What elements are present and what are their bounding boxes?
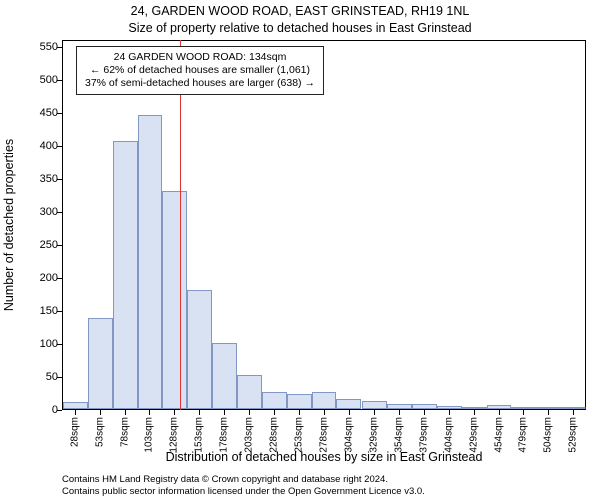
ytick-label: 0 <box>18 404 58 416</box>
xtick-label: 178sqm <box>219 417 230 453</box>
footer: Contains HM Land Registry data © Crown c… <box>62 474 590 498</box>
xtick-mark <box>449 410 451 415</box>
histogram-bar <box>88 318 113 409</box>
xtick-label: 53sqm <box>94 417 105 447</box>
xtick-label: 479sqm <box>518 417 529 453</box>
callout-line: ← 62% of detached houses are smaller (1,… <box>85 64 315 77</box>
xtick-label: 429sqm <box>468 417 479 453</box>
xtick-label: 203sqm <box>243 417 254 453</box>
xtick-mark <box>324 410 326 415</box>
xtick-mark <box>399 410 401 415</box>
xtick-mark <box>274 410 276 415</box>
histogram-bar <box>212 343 237 409</box>
xtick-mark <box>573 410 575 415</box>
histogram-bar <box>387 404 412 409</box>
ytick-label: 300 <box>18 206 58 218</box>
xtick-mark <box>174 410 176 415</box>
histogram-bar <box>561 407 586 409</box>
histogram-bar <box>287 394 312 409</box>
ytick-label: 100 <box>18 338 58 350</box>
xtick-label: 103sqm <box>144 417 155 453</box>
ytick-label: 400 <box>18 140 58 152</box>
ytick-label: 550 <box>18 41 58 53</box>
plot-area <box>62 40 586 410</box>
ytick-label: 350 <box>18 173 58 185</box>
ytick-label: 450 <box>18 107 58 119</box>
xtick-label: 128sqm <box>169 417 180 453</box>
ytick-label: 250 <box>18 239 58 251</box>
xtick-mark <box>149 410 151 415</box>
histogram-bar <box>511 407 536 409</box>
ytick-mark <box>57 410 62 412</box>
xtick-mark <box>424 410 426 415</box>
xtick-mark <box>349 410 351 415</box>
xtick-mark <box>224 410 226 415</box>
reference-line <box>180 40 181 410</box>
histogram-bar <box>536 407 561 409</box>
xtick-label: 28sqm <box>69 417 80 447</box>
ytick-label: 50 <box>18 371 58 383</box>
histogram-bar <box>262 392 287 409</box>
histogram-bar <box>412 404 437 409</box>
xtick-mark <box>474 410 476 415</box>
callout-line: 24 GARDEN WOOD ROAD: 134sqm <box>85 51 315 64</box>
xtick-label: 379sqm <box>418 417 429 453</box>
xtick-label: 529sqm <box>568 417 579 453</box>
xtick-mark <box>249 410 251 415</box>
footer-line: Contains public sector information licen… <box>62 486 590 498</box>
ytick-label: 200 <box>18 272 58 284</box>
histogram-bar <box>187 290 212 409</box>
footer-line: Contains HM Land Registry data © Crown c… <box>62 474 590 486</box>
xtick-label: 454sqm <box>493 417 504 453</box>
xtick-mark <box>299 410 301 415</box>
xtick-label: 504sqm <box>543 417 554 453</box>
xtick-label: 153sqm <box>194 417 205 453</box>
x-axis-label: Distribution of detached houses by size … <box>62 450 586 464</box>
ytick-label: 150 <box>18 305 58 317</box>
histogram-bar <box>312 392 337 409</box>
xtick-mark <box>499 410 501 415</box>
histogram-bar <box>113 141 138 409</box>
root: 24, GARDEN WOOD ROAD, EAST GRINSTEAD, RH… <box>0 0 600 500</box>
xtick-mark <box>125 410 127 415</box>
xtick-mark <box>523 410 525 415</box>
histogram-bar <box>138 115 163 409</box>
histogram-bar <box>487 405 512 409</box>
xtick-label: 404sqm <box>443 417 454 453</box>
xtick-mark <box>75 410 77 415</box>
histogram-bar <box>462 407 487 409</box>
histogram-bar <box>336 399 361 409</box>
xtick-label: 278sqm <box>318 417 329 453</box>
callout-line: 37% of semi-detached houses are larger (… <box>85 77 315 90</box>
chart-subtitle: Size of property relative to detached ho… <box>0 21 600 35</box>
xtick-mark <box>100 410 102 415</box>
callout-box: 24 GARDEN WOOD ROAD: 134sqm ← 62% of det… <box>76 46 324 95</box>
xtick-mark <box>199 410 201 415</box>
chart-title: 24, GARDEN WOOD ROAD, EAST GRINSTEAD, RH… <box>0 4 600 18</box>
xtick-label: 329sqm <box>369 417 380 453</box>
xtick-label: 354sqm <box>394 417 405 453</box>
ytick-label: 500 <box>18 74 58 86</box>
histogram-bar <box>237 375 262 409</box>
histogram-bar <box>63 402 88 409</box>
histogram-bar <box>362 401 387 409</box>
histogram-bar <box>162 191 187 409</box>
xtick-label: 253sqm <box>293 417 304 453</box>
xtick-label: 78sqm <box>119 417 130 447</box>
histogram-bar <box>437 406 462 409</box>
xtick-label: 228sqm <box>268 417 279 453</box>
xtick-label: 304sqm <box>344 417 355 453</box>
xtick-mark <box>548 410 550 415</box>
y-axis-label: Number of detached properties <box>2 40 18 410</box>
xtick-mark <box>374 410 376 415</box>
